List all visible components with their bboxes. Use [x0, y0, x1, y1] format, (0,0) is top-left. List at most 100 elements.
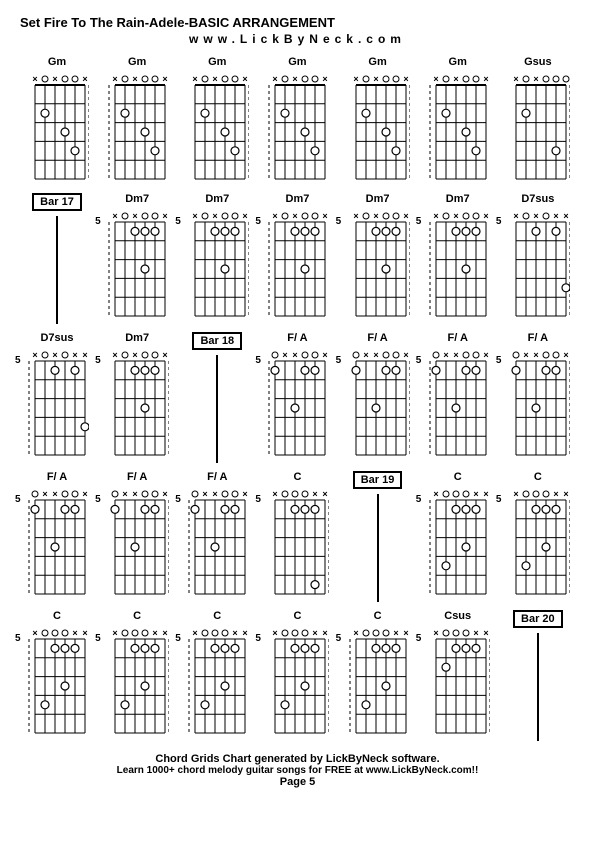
- svg-text:×: ×: [113, 75, 118, 84]
- chord-diagram: 5×××: [25, 629, 89, 739]
- svg-text:×: ×: [443, 351, 448, 360]
- fret-number: 5: [175, 216, 181, 227]
- svg-text:×: ×: [483, 212, 488, 221]
- chord-diagram: 5×××: [185, 490, 249, 600]
- svg-text:×: ×: [243, 490, 248, 499]
- chord-cell: Csus5×××: [421, 610, 495, 741]
- svg-text:×: ×: [283, 351, 288, 360]
- chord-diagram: 5××××: [506, 212, 570, 322]
- svg-text:×: ×: [373, 75, 378, 84]
- bar-label: Bar 18: [192, 332, 242, 350]
- svg-text:×: ×: [323, 351, 328, 360]
- chord-cell: F/ A5×××: [421, 332, 495, 463]
- chord-label: Dm7: [205, 193, 229, 209]
- svg-text:×: ×: [533, 212, 538, 221]
- chord-label: Gm: [128, 56, 146, 72]
- bar-line: [537, 633, 539, 741]
- svg-text:×: ×: [473, 490, 478, 499]
- chord-label: F/ A: [367, 332, 387, 348]
- chord-grid: Gm×××Gm×××Gm×××Gm×××Gm×××Gm×××Gsus××Bar …: [20, 56, 575, 741]
- svg-text:×: ×: [353, 629, 358, 638]
- svg-text:×: ×: [563, 490, 568, 499]
- svg-text:×: ×: [323, 75, 328, 84]
- fret-number: 5: [95, 355, 101, 366]
- chord-label: C: [293, 610, 301, 626]
- svg-text:×: ×: [513, 212, 518, 221]
- chord-label: C: [213, 610, 221, 626]
- svg-text:×: ×: [42, 490, 47, 499]
- svg-text:×: ×: [123, 490, 128, 499]
- chord-diagram: 5×××: [185, 629, 249, 739]
- bar-marker: Bar 18: [180, 332, 254, 463]
- chord-cell: C5×××: [100, 610, 174, 741]
- bar-line: [216, 355, 218, 463]
- svg-text:×: ×: [563, 212, 568, 221]
- svg-text:×: ×: [523, 351, 528, 360]
- svg-text:×: ×: [293, 75, 298, 84]
- chord-diagram: 5×××: [265, 490, 329, 600]
- chord-cell: C5×××: [341, 610, 415, 741]
- svg-text:×: ×: [163, 629, 168, 638]
- svg-text:×: ×: [553, 490, 558, 499]
- svg-text:×: ×: [273, 629, 278, 638]
- chord-diagram: ×××: [25, 75, 89, 185]
- chord-cell: Gm×××: [260, 56, 334, 185]
- chord-cell: Gsus××: [501, 56, 575, 185]
- chord-diagram: 5×××: [185, 212, 249, 322]
- chord-diagram: ×××: [185, 75, 249, 185]
- chord-diagram: 5×××: [105, 351, 169, 461]
- svg-text:×: ×: [513, 75, 518, 84]
- svg-text:×: ×: [213, 75, 218, 84]
- svg-text:×: ×: [113, 629, 118, 638]
- chord-cell: C5×××: [501, 471, 575, 602]
- svg-text:×: ×: [403, 75, 408, 84]
- svg-text:×: ×: [433, 629, 438, 638]
- footer-line-2: Learn 1000+ chord melody guitar songs fo…: [20, 765, 575, 776]
- chord-label: F/ A: [47, 471, 67, 487]
- chord-label: F/ A: [528, 332, 548, 348]
- chord-label: Csus: [444, 610, 471, 626]
- chord-label: Gm: [48, 56, 66, 72]
- fret-number: 5: [95, 216, 101, 227]
- chord-diagram: 5×××: [426, 351, 490, 461]
- svg-text:×: ×: [243, 75, 248, 84]
- svg-text:×: ×: [293, 351, 298, 360]
- svg-text:×: ×: [313, 490, 318, 499]
- fret-number: 5: [416, 633, 422, 644]
- chord-cell: D7sus5××××: [501, 193, 575, 324]
- bar-marker: Bar 19: [341, 471, 415, 602]
- chord-cell: C5×××: [20, 610, 94, 741]
- fret-number: 5: [15, 633, 21, 644]
- chord-cell: Dm75×××: [100, 193, 174, 324]
- fret-number: 5: [175, 633, 181, 644]
- svg-text:×: ×: [513, 490, 518, 499]
- chord-label: F/ A: [127, 471, 147, 487]
- svg-text:×: ×: [82, 351, 87, 360]
- fret-number: 5: [15, 355, 21, 366]
- chord-diagram: ×××: [426, 75, 490, 185]
- svg-text:×: ×: [373, 212, 378, 221]
- svg-text:×: ×: [453, 212, 458, 221]
- chord-cell: Dm75×××: [260, 193, 334, 324]
- chord-diagram: 5×××: [346, 629, 410, 739]
- svg-text:×: ×: [533, 75, 538, 84]
- bar-marker: Bar 17: [20, 193, 94, 324]
- bar-label: Bar 20: [513, 610, 563, 628]
- fret-number: 5: [255, 355, 261, 366]
- svg-text:×: ×: [233, 629, 238, 638]
- chord-diagram: 5×××: [506, 351, 570, 461]
- chord-label: C: [534, 471, 542, 487]
- chord-diagram: 5×××: [265, 212, 329, 322]
- svg-text:×: ×: [483, 351, 488, 360]
- chord-diagram: 5×××: [105, 629, 169, 739]
- svg-text:×: ×: [163, 351, 168, 360]
- svg-text:×: ×: [153, 629, 158, 638]
- svg-text:×: ×: [323, 212, 328, 221]
- svg-text:×: ×: [273, 490, 278, 499]
- svg-text:×: ×: [243, 629, 248, 638]
- chord-label: Gm: [288, 56, 306, 72]
- chord-label: C: [454, 471, 462, 487]
- svg-text:×: ×: [353, 75, 358, 84]
- chord-label: F/ A: [448, 332, 468, 348]
- svg-text:×: ×: [473, 629, 478, 638]
